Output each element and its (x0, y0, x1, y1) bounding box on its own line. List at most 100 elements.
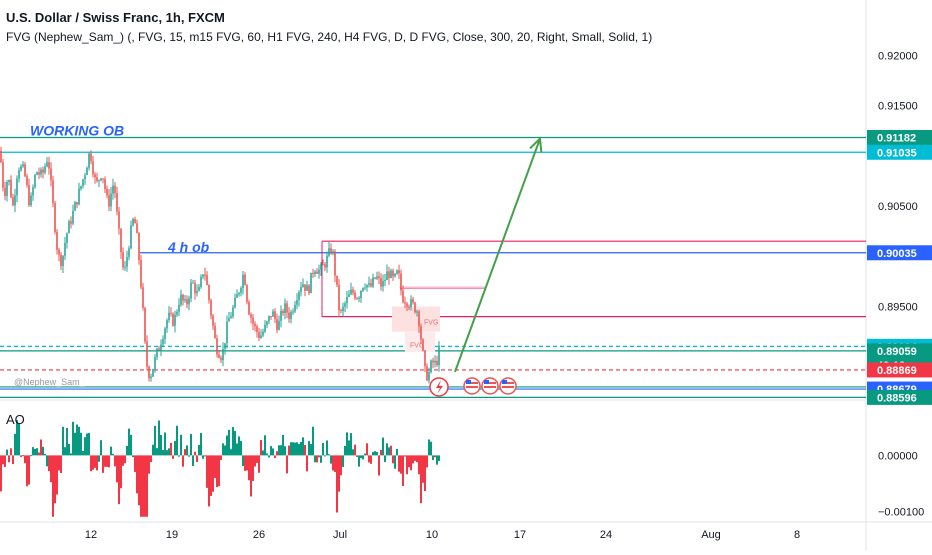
candle-body (392, 270, 394, 277)
candle-body (222, 348, 224, 361)
candle-body (120, 228, 122, 252)
ao-bar (360, 455, 362, 458)
candle-body (404, 302, 406, 304)
candle-body (76, 202, 78, 205)
candle-body (154, 357, 156, 369)
candle-body (54, 203, 56, 232)
candle-body (90, 153, 92, 162)
price-tick-label: 0.92000 (878, 50, 918, 62)
time-tick-label: 17 (514, 529, 526, 541)
candle-body (112, 185, 114, 194)
candle-body (136, 223, 138, 234)
ao-bar (242, 455, 244, 467)
ao-bar (292, 442, 294, 456)
candle-body (104, 179, 106, 190)
ao-bar (56, 455, 58, 495)
candle-body (266, 321, 268, 325)
candle-body (180, 294, 182, 305)
ao-bar (372, 451, 374, 456)
ao-bar (280, 445, 282, 456)
candle-body (186, 299, 188, 305)
ao-bar (326, 440, 328, 456)
ao-bar (334, 455, 336, 472)
candle-body (34, 174, 36, 188)
ao-bar (120, 455, 122, 489)
candle-body (270, 316, 272, 318)
candle-body (216, 338, 218, 355)
ao-bar (340, 455, 342, 476)
ao-bar (18, 423, 20, 456)
time-tick-label: 8 (794, 529, 800, 541)
ao-bar (184, 449, 186, 456)
ao-bar (176, 425, 178, 456)
candle-body (206, 274, 208, 286)
candle-body (66, 233, 68, 243)
candle-body (336, 275, 338, 285)
candle-body (310, 272, 312, 294)
ao-bar (0, 455, 2, 492)
candle-body (260, 335, 262, 338)
ao-bar (58, 455, 60, 471)
ao-bar (54, 455, 56, 504)
candle-body (276, 319, 278, 330)
ao-bar (284, 446, 286, 456)
ao-bar (374, 451, 376, 456)
event-icons[interactable] (429, 377, 517, 397)
ao-bar (412, 455, 414, 464)
candle-body (258, 332, 260, 338)
candle-body (238, 292, 240, 295)
projection-arrow[interactable] (454, 136, 543, 373)
ao-bar (132, 455, 134, 458)
candle-body (398, 270, 400, 274)
candle-body (170, 312, 172, 314)
ao-bar (4, 455, 6, 467)
ao-bar (24, 455, 26, 464)
candle-body (274, 311, 276, 320)
candle-body (98, 180, 100, 182)
time-tick-label: 10 (426, 529, 438, 541)
candle-body (406, 303, 408, 307)
indicator-legend[interactable]: FVG (Nephew_Sam_) (, FVG, 15, m15 FVG, 6… (6, 30, 652, 44)
ao-bar (254, 455, 256, 467)
ao-bar (368, 455, 370, 463)
candle-body (74, 202, 76, 211)
ao-bar (196, 455, 198, 462)
candle-body (364, 287, 366, 289)
candle-body (114, 185, 116, 194)
ao-bar (366, 443, 368, 456)
candle-body (96, 177, 98, 181)
candle-body (304, 284, 306, 291)
candle-body (126, 256, 128, 267)
candle-body (190, 282, 192, 299)
ao-bar (224, 445, 226, 456)
candle-body (338, 284, 340, 311)
ao-bar (384, 455, 386, 462)
candle-body (386, 271, 388, 281)
candle-body (50, 168, 52, 181)
candle-body (62, 255, 64, 267)
ao-bar (40, 439, 42, 456)
ao-bar (210, 455, 212, 496)
ao-bar (396, 449, 398, 456)
candle-body (78, 188, 80, 205)
ao-bar (246, 455, 248, 471)
price-scale[interactable] (866, 0, 932, 550)
candle-body (52, 180, 54, 204)
ao-bar (430, 441, 432, 456)
fvg-zone-top (400, 286, 486, 289)
ao-bar (166, 450, 168, 456)
time-tick-label: 19 (166, 529, 178, 541)
candle-body (272, 311, 274, 317)
flag-canton (484, 380, 489, 384)
candle-body (150, 376, 152, 379)
candle-body (200, 276, 202, 288)
ao-bar (346, 432, 348, 456)
candle-body (204, 274, 206, 276)
ao-bar (126, 446, 128, 456)
candle-body (288, 312, 290, 319)
time-axis[interactable]: 12 19 26 Jul 10 17 24 Aug 8 (85, 529, 800, 541)
candle-body (14, 195, 16, 206)
candle-body (0, 150, 2, 163)
flag-stripe (502, 382, 514, 384)
